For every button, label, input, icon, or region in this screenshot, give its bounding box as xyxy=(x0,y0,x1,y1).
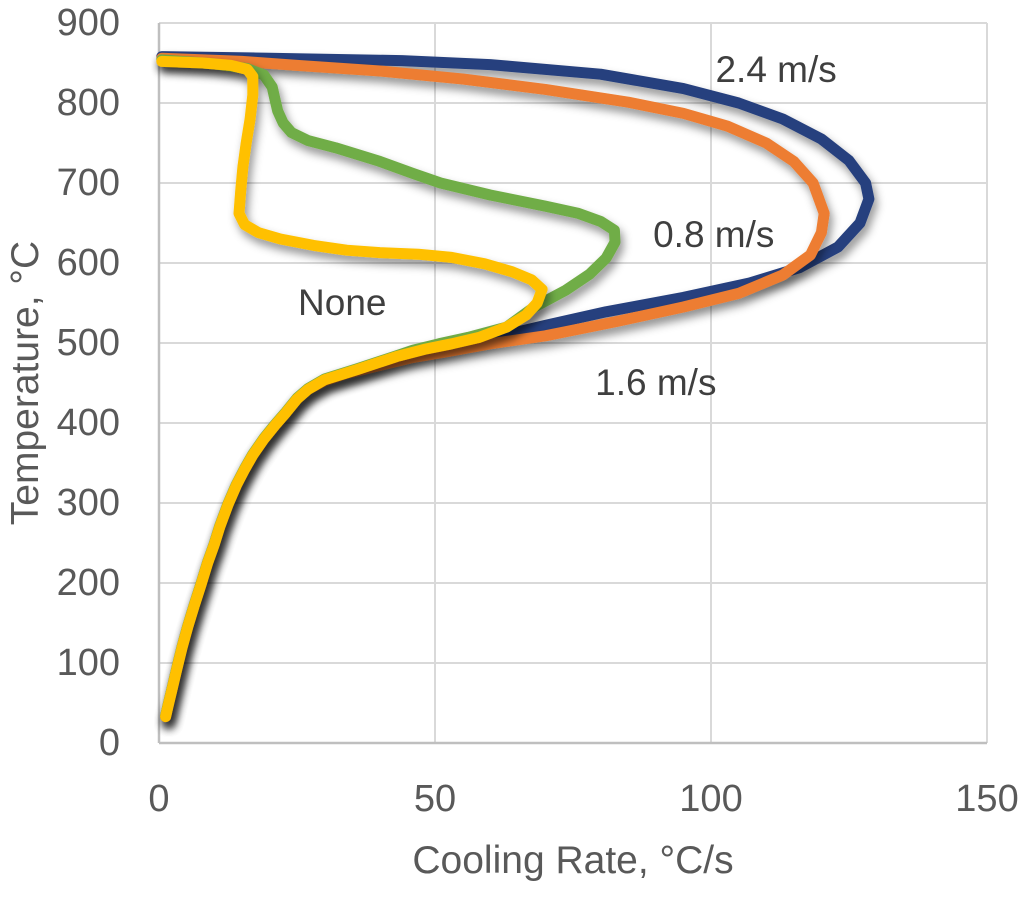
series-label-0.8ms: 0.8 m/s xyxy=(653,214,775,255)
x-tick-label: 0 xyxy=(148,778,170,820)
y-tick-label: 200 xyxy=(56,562,120,604)
axis-lines xyxy=(157,23,987,745)
y-tick-label: 600 xyxy=(56,242,120,284)
y-tick-label: 900 xyxy=(56,2,120,44)
series-label-1.6ms: 1.6 m/s xyxy=(595,362,717,403)
series-line-none xyxy=(156,55,548,723)
y-tick-label: 0 xyxy=(98,722,120,764)
y-tick-label: 800 xyxy=(56,82,120,124)
x-axis-title: Cooling Rate, °C/s xyxy=(412,839,734,882)
x-tick-label: 100 xyxy=(679,778,743,820)
series-line-1.6-m-s xyxy=(156,52,830,723)
series-label-2.4ms: 2.4 m/s xyxy=(715,49,837,91)
y-tick-label: 300 xyxy=(56,482,120,524)
y-axis-title: Temperature, °C xyxy=(4,240,47,526)
series-label-none: None xyxy=(298,282,387,323)
y-tick-label: 100 xyxy=(56,642,120,684)
x-tick-label: 50 xyxy=(413,778,457,820)
series-line-0.8-m-s xyxy=(156,54,621,722)
y-tick-label: 500 xyxy=(56,322,120,364)
x-tick-label: 150 xyxy=(955,778,1019,820)
y-tick-label: 700 xyxy=(56,162,120,204)
y-tick-label: 400 xyxy=(56,402,120,444)
series-line-2.4-m-s xyxy=(156,51,875,723)
data-series-lines xyxy=(156,51,875,723)
